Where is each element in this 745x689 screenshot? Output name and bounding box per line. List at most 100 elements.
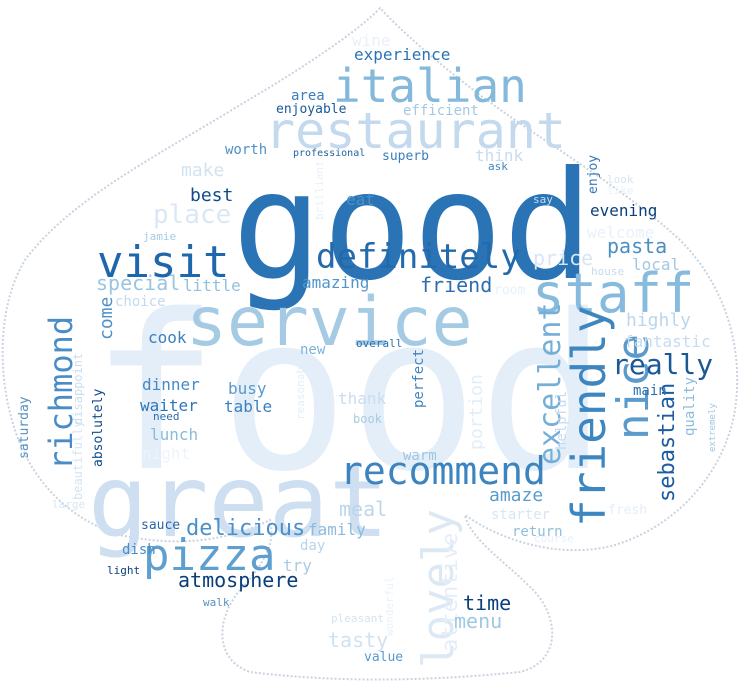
word-friendly: friendly xyxy=(562,305,616,527)
word-fantastic: fantastic xyxy=(624,332,711,351)
word-brilliant: brilliant xyxy=(313,160,326,220)
word-extremely: extremely xyxy=(708,403,718,452)
word-lovely: lovely xyxy=(413,509,464,668)
word-little: little xyxy=(183,276,241,295)
word-richmond: richmond xyxy=(42,316,80,470)
word-pleasant: pleasant xyxy=(331,612,384,625)
word-choice: choice xyxy=(115,294,166,310)
word-light: light xyxy=(107,564,140,577)
word-starter: starter xyxy=(491,507,550,523)
word-think: think xyxy=(475,146,524,165)
word-amaze: amaze xyxy=(489,485,543,506)
word-staff: staff xyxy=(532,262,695,325)
word-sebastian: sebastian xyxy=(655,383,680,502)
word-say: say xyxy=(533,193,553,206)
word-room: room xyxy=(494,283,525,298)
word-special: special xyxy=(96,271,180,295)
word-definitely: definitely xyxy=(316,237,521,277)
word-jamie: jamie xyxy=(143,230,176,243)
word-really: really xyxy=(612,348,713,381)
word-efficient: efficient xyxy=(403,103,479,119)
word-busy: busy xyxy=(228,379,267,398)
word-waiter: waiter xyxy=(140,396,198,415)
word-house: house xyxy=(591,265,624,278)
word-value: value xyxy=(364,650,403,665)
word-cook: cook xyxy=(148,328,187,347)
word-disappoint: disappoint xyxy=(71,353,85,425)
word-amazing: amazing xyxy=(302,273,369,292)
word-place: place xyxy=(153,200,231,230)
word-experience: experience xyxy=(354,45,450,64)
word-day: day xyxy=(300,538,325,554)
word-restaurant: restaurant xyxy=(265,102,566,160)
word-wine: wine xyxy=(352,31,391,50)
word-dinner: dinner xyxy=(142,375,200,394)
word-food: food xyxy=(90,268,608,519)
word-atmosphere: atmosphere xyxy=(178,568,298,592)
word-sauce: sauce xyxy=(141,518,180,533)
word-book: book xyxy=(353,412,383,426)
word-warm: warm xyxy=(403,448,437,464)
word-pizza: pizza xyxy=(143,530,275,581)
word-enjoyable: enjoyable xyxy=(276,102,347,117)
word-dish: dish xyxy=(122,542,156,558)
word-portion: portion xyxy=(466,374,487,450)
word-reasonable: reasonable xyxy=(294,354,307,420)
word-menu: menu xyxy=(454,609,502,633)
word-area: area xyxy=(291,88,325,104)
word-fresh: fresh xyxy=(608,503,647,518)
word-beautifully: beautifully xyxy=(71,421,85,500)
word-delicious: delicious xyxy=(186,516,305,541)
word-need: need xyxy=(153,410,180,423)
word-enjoy: enjoy xyxy=(586,155,601,194)
word-evening: evening xyxy=(590,201,657,220)
word-lunch: lunch xyxy=(150,425,198,444)
word-great: great xyxy=(88,443,389,560)
word-professional: professional xyxy=(293,148,365,159)
word-return: return xyxy=(512,524,563,540)
word-price: price xyxy=(533,246,593,270)
spade-outline xyxy=(1,6,739,681)
word-course: course xyxy=(534,532,574,545)
word-night: night xyxy=(142,444,190,463)
word-large: large xyxy=(52,498,85,511)
word-best: best xyxy=(190,185,233,206)
word-come: come xyxy=(96,297,117,340)
word-wonderful: wonderful xyxy=(383,576,396,636)
word-service: service xyxy=(186,283,473,362)
word-visit: visit xyxy=(97,237,229,288)
word-walk: walk xyxy=(203,596,230,609)
word-family: family xyxy=(308,520,366,539)
word-tasty: tasty xyxy=(328,628,388,652)
word-excellent: excellent xyxy=(533,302,568,465)
word-thank: thank xyxy=(338,389,387,408)
word-recommend: recommend xyxy=(340,449,546,493)
word-time: time xyxy=(463,591,511,615)
word-superb: superb xyxy=(382,149,429,164)
word-ask: ask xyxy=(488,160,508,173)
word-friend: friend xyxy=(420,273,492,297)
word-try: try xyxy=(283,556,312,575)
word-new: new xyxy=(300,342,326,358)
word-quality: quality xyxy=(682,377,698,436)
word-nice: nice xyxy=(608,334,659,440)
word-helpful: helpful xyxy=(554,391,570,450)
word-main: main xyxy=(633,383,667,399)
word-like: like xyxy=(607,184,634,197)
word-table: table xyxy=(224,397,272,416)
word-good: good xyxy=(232,140,593,314)
word-attentive: attentive xyxy=(438,533,463,652)
word-pasta: pasta xyxy=(607,234,667,258)
word-italian: italian xyxy=(333,59,527,113)
word-highly: highly xyxy=(626,310,691,331)
word-local: local xyxy=(632,255,680,274)
word-worth: worth xyxy=(225,142,267,158)
word-make: make xyxy=(181,160,224,181)
word-look: look xyxy=(607,173,634,186)
word-welcome: welcome xyxy=(587,223,654,242)
word-perfect: perfect xyxy=(411,349,427,408)
word-eat: eat xyxy=(346,190,375,209)
word-meal: meal xyxy=(339,497,387,521)
word-overall: overall xyxy=(356,337,402,350)
